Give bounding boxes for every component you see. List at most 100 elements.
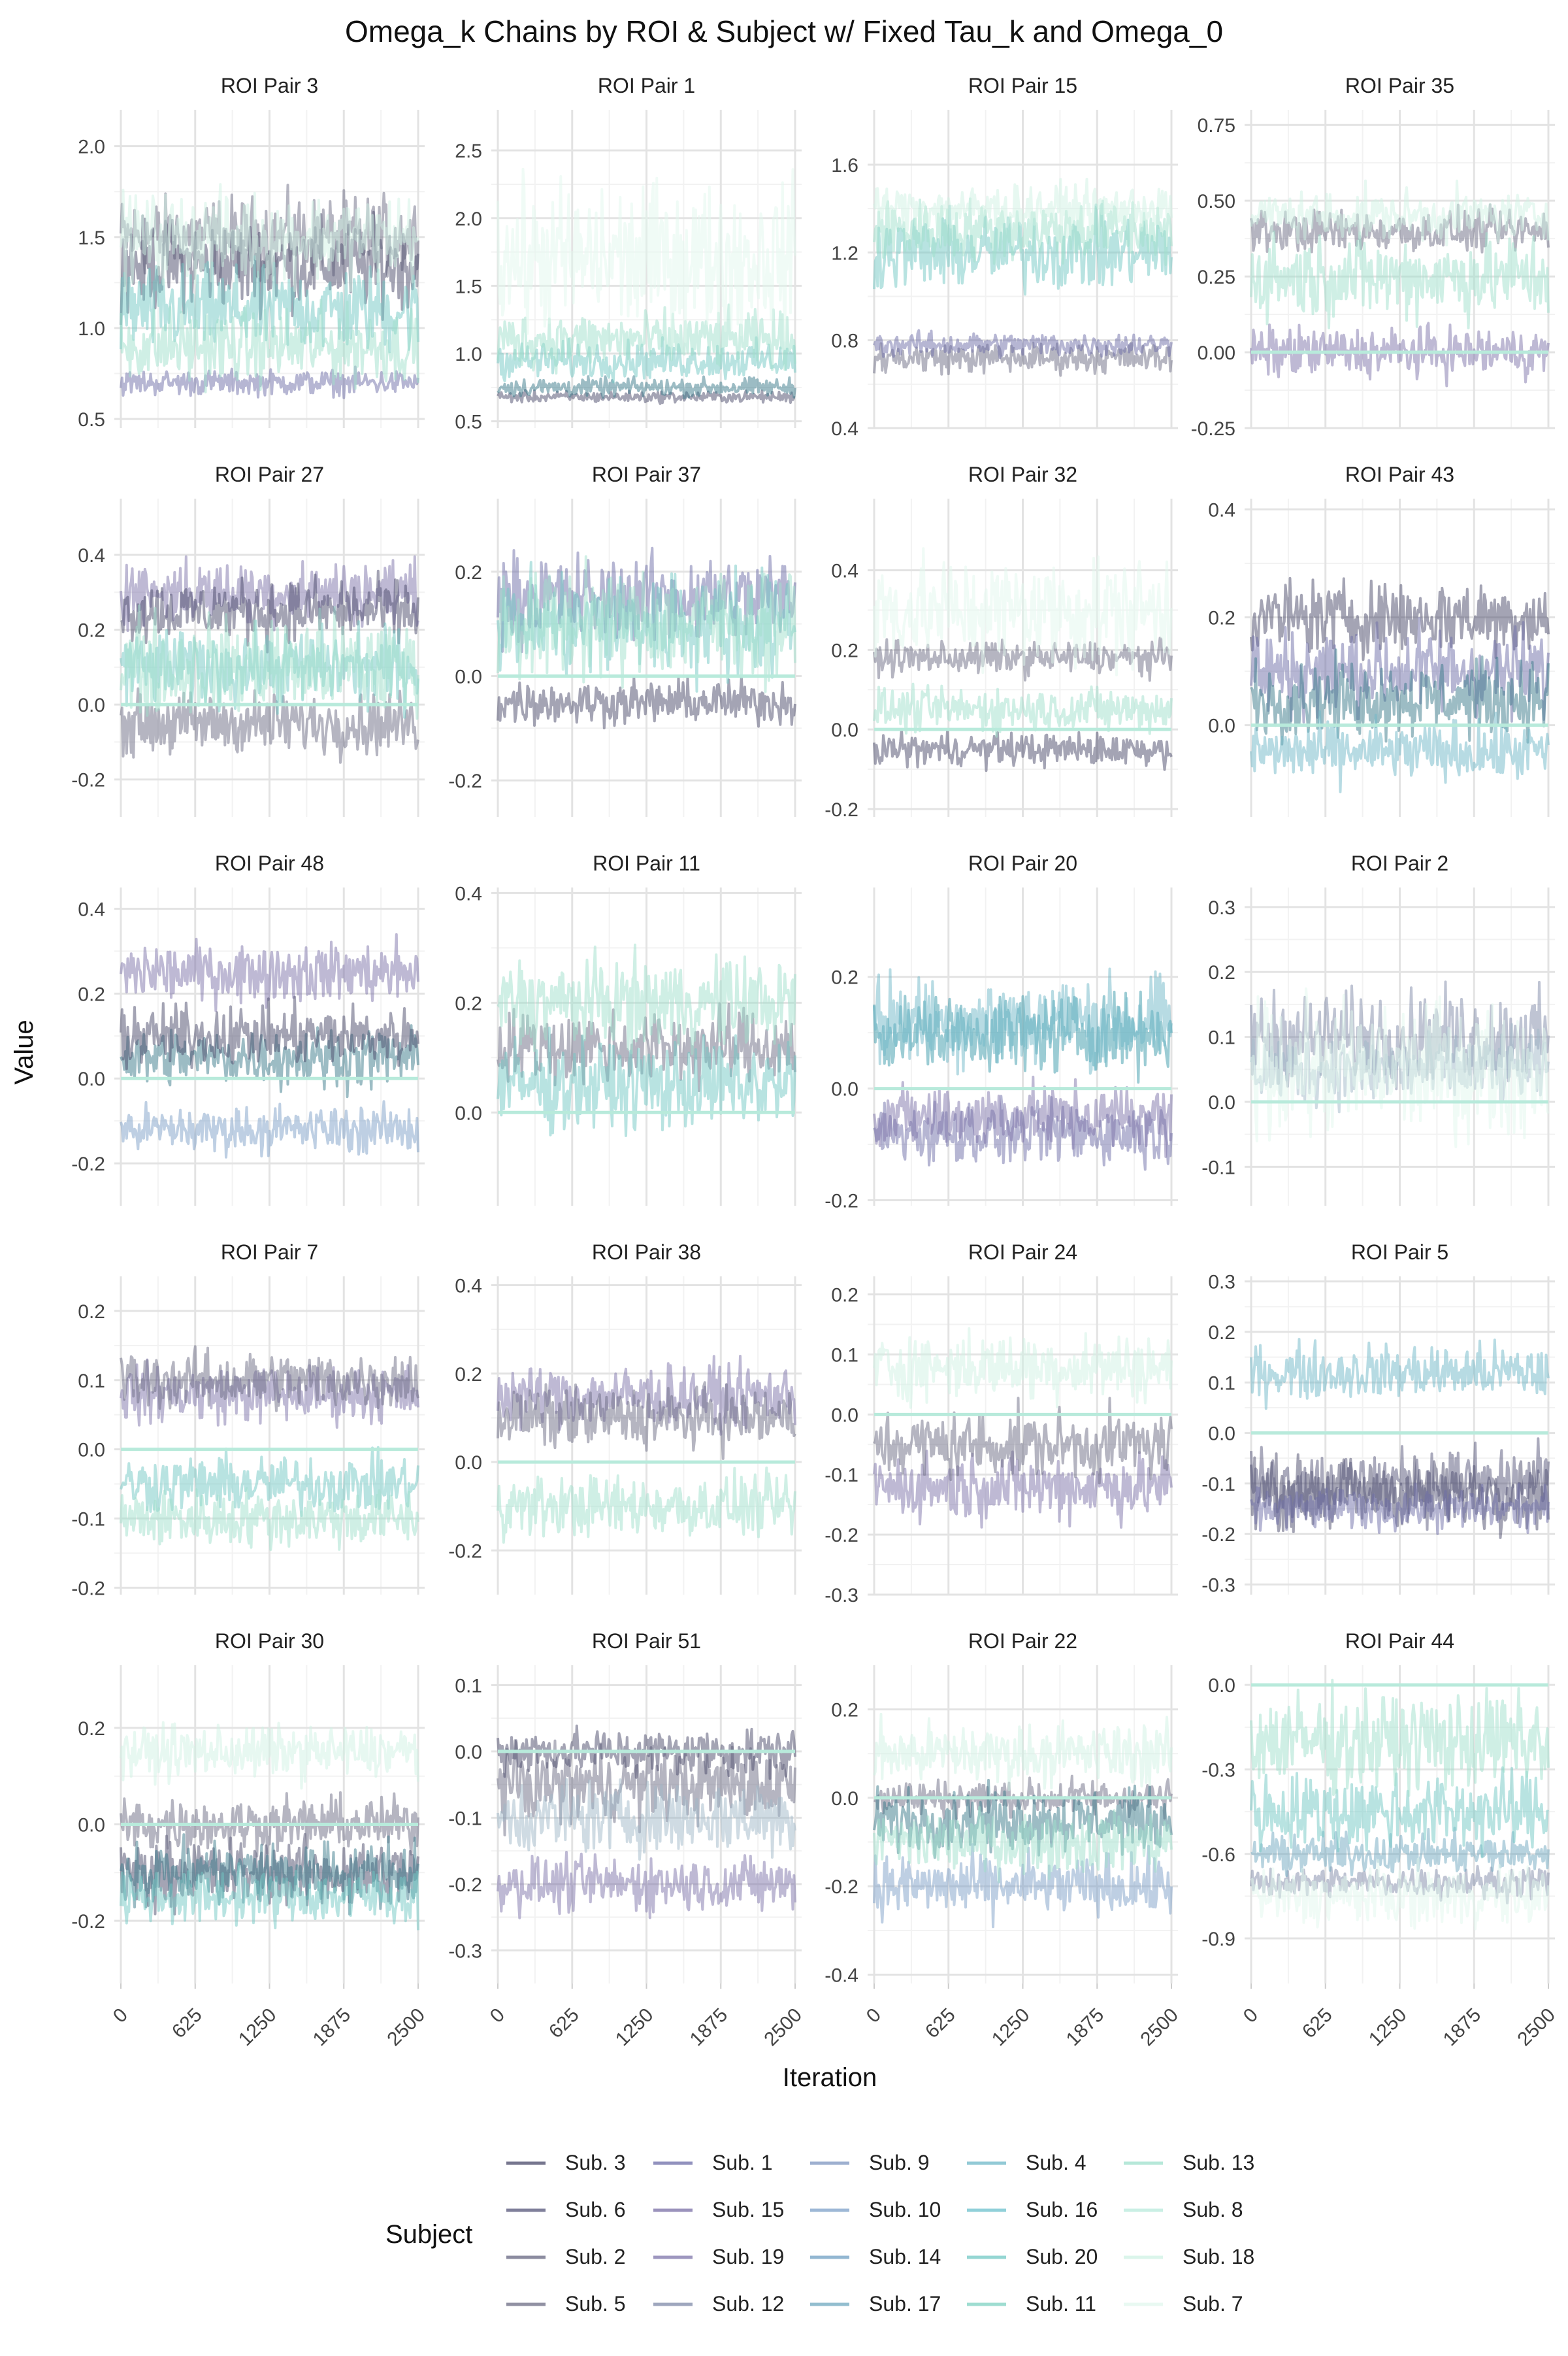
chain-trace [497, 1724, 796, 1780]
y-tick-label: 0.8 [831, 331, 858, 352]
x-tick-label: 1875 [1062, 2004, 1109, 2051]
facet-panel: ROI Pair 35 -0.25 0.00 0.25 0.50 0.75 [1191, 74, 1555, 440]
facet-panel: ROI Pair 15 0.4 0.8 1.2 1.6 [831, 74, 1178, 440]
x-tick-label: 2500 [1136, 2004, 1183, 2051]
chain-trace [120, 1345, 419, 1412]
legend-label: Sub. 13 [1183, 2151, 1254, 2174]
chain-trace [120, 183, 419, 293]
facet-panel: ROI Pair 24 -0.3 -0.2 -0.1 0.0 0.1 0.2 [825, 1240, 1178, 1606]
y-tick-label: -0.1 [825, 1465, 858, 1486]
chain-trace [497, 167, 796, 346]
legend-entry: Sub. 6 [506, 2198, 626, 2221]
trace-group [120, 933, 419, 1159]
legend-entry: Sub. 7 [1124, 2292, 1243, 2315]
y-tick-label: -0.4 [825, 1965, 858, 1986]
facet-panel: ROI Pair 38 -0.2 0.0 0.2 0.4 [448, 1240, 802, 1595]
y-tick-label: 1.5 [455, 276, 482, 297]
legend-label: Sub. 15 [712, 2198, 784, 2221]
y-tick-label: 0.4 [831, 561, 858, 582]
y-tick-label: 0.2 [831, 1285, 858, 1306]
y-tick-label: -0.2 [71, 1578, 105, 1599]
chain-trace [1250, 1857, 1550, 1931]
chain-trace [497, 1002, 796, 1093]
y-tick-label: 0.0 [831, 1079, 858, 1101]
chain-trace [873, 1712, 1173, 1791]
facet-panel: ROI Pair 51 -0.3 -0.2 -0.1 0.0 0.1 0 625 1250 187… [448, 1629, 806, 2050]
y-tick-label: 0.2 [78, 1301, 105, 1323]
x-tick-label: 625 [168, 2004, 206, 2043]
y-tick-label: -0.2 [448, 1540, 482, 1562]
chain-trace [873, 967, 1173, 1076]
chain-trace [1250, 1678, 1550, 1797]
y-tick-label: 0.0 [455, 1742, 482, 1763]
legend-entry: Sub. 20 [967, 2245, 1098, 2268]
y-tick-label: 0.0 [78, 695, 105, 716]
trace-group [120, 183, 419, 399]
chain-trace [873, 1774, 1173, 1820]
y-tick-label: -0.1 [1201, 1157, 1235, 1178]
chain-trace [497, 389, 796, 405]
trace-group [497, 546, 796, 729]
panel-title: ROI Pair 24 [968, 1240, 1077, 1264]
legend-label: Sub. 18 [1183, 2245, 1254, 2268]
chain-trace [497, 336, 796, 384]
y-tick-label: 0.1 [831, 1344, 858, 1366]
y-tick-label: 0.0 [78, 1440, 105, 1461]
panel-title: ROI Pair 27 [215, 463, 324, 486]
panel-title: ROI Pair 5 [1351, 1240, 1448, 1264]
chain-trace [1250, 230, 1550, 329]
chain-trace [873, 197, 1173, 266]
facet-panel: ROI Pair 22 -0.4 -0.2 0.0 0.2 0 625 1250 1875 250… [825, 1629, 1183, 2050]
panel-title: ROI Pair 3 [221, 74, 318, 97]
y-tick-label: 1.5 [78, 227, 105, 249]
x-tick-label: 0 [862, 2004, 885, 2027]
x-tick-label: 1875 [309, 2004, 355, 2051]
y-tick-label: -0.3 [1201, 1575, 1235, 1597]
legend-entry: Sub. 14 [810, 2245, 941, 2268]
x-tick-label: 1875 [686, 2004, 732, 2051]
chain-trace [873, 1806, 1173, 1883]
facet-panel: ROI Pair 20 -0.2 0.0 0.2 [825, 852, 1178, 1212]
chain-trace [873, 1327, 1173, 1409]
y-tick-label: 0.1 [1208, 1027, 1235, 1049]
chain-trace [1250, 1827, 1550, 1878]
chain-trace [1250, 1766, 1549, 1859]
x-tick-label: 2500 [760, 2004, 806, 2051]
y-tick-label: 0.0 [831, 720, 858, 741]
legend-label: Sub. 2 [565, 2245, 626, 2268]
facet-panel: ROI Pair 48 -0.2 0.0 0.2 0.4 [71, 852, 425, 1206]
y-tick-label: -0.3 [1201, 1759, 1235, 1781]
chain-trace [1250, 710, 1550, 793]
chain-trace [120, 604, 419, 720]
chain-trace [120, 1791, 419, 1858]
y-tick-label: 2.0 [78, 137, 105, 158]
legend-entry: Sub. 3 [506, 2151, 626, 2174]
x-tick-label: 2500 [1513, 2004, 1560, 2051]
chain-trace [1250, 1482, 1550, 1535]
x-tick-label: 625 [1298, 2004, 1337, 2043]
legend-label: Sub. 9 [869, 2151, 930, 2174]
trace-group [120, 1721, 419, 1931]
trace-group [873, 1327, 1173, 1529]
y-tick-label: -0.3 [448, 1940, 482, 1962]
legend: Subject Sub. 3 Sub. 6 Sub. 2 Sub. 5 Sub. 1 Su… [385, 2151, 1254, 2315]
chain-trace [873, 178, 1173, 239]
chain-trace [120, 1100, 419, 1159]
panel-title: ROI Pair 37 [592, 463, 701, 486]
facet-panel: ROI Pair 7 -0.2 -0.1 0.0 0.1 0.2 [71, 1240, 425, 1599]
y-tick-label: 2.0 [455, 208, 482, 230]
y-tick-label: 0.2 [78, 1718, 105, 1740]
facet-panel: ROI Pair 44 -0.9 -0.6 -0.3 0.0 0 625 1250 1875 25… [1201, 1629, 1560, 2050]
trace-group [873, 547, 1173, 772]
y-tick-label: 0.5 [78, 409, 105, 431]
y-tick-label: -0.2 [71, 770, 105, 791]
trace-group [1250, 1678, 1550, 1931]
panel-title: ROI Pair 1 [598, 74, 695, 97]
legend-label: Sub. 1 [712, 2151, 773, 2174]
chain-trace [1250, 987, 1550, 1148]
panel-title: ROI Pair 22 [968, 1629, 1077, 1653]
facet-panel: ROI Pair 37 -0.2 0.0 0.2 [448, 463, 802, 817]
x-tick-label: 1250 [988, 2004, 1034, 2051]
y-tick-label: 0.2 [831, 1700, 858, 1721]
